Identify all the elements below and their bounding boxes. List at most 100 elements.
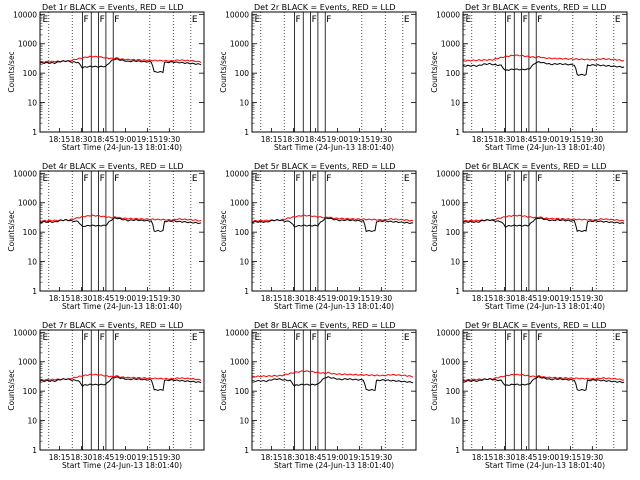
y-axis-label: Counts/sec: [7, 51, 16, 92]
y-tick-label: 1000: [18, 199, 37, 208]
series-lld-line: [462, 214, 625, 222]
plot-frame: [462, 329, 628, 451]
flag-label: E: [254, 15, 260, 25]
y-tick-label: 1000: [230, 358, 249, 367]
x-tick-label: 19:30: [371, 294, 393, 303]
y-tick-label: 1000: [441, 40, 460, 49]
y-tick-label: 10: [239, 258, 249, 267]
series-events-line: [39, 376, 202, 392]
y-tick-label: 10: [450, 258, 460, 267]
y-tick-label: 1000: [230, 40, 249, 49]
x-tick-label: 18:30: [71, 453, 93, 462]
x-tick-label: 18:15: [261, 453, 283, 462]
y-tick-label: 10000: [436, 10, 460, 19]
x-tick-label: 18:45: [93, 453, 115, 462]
x-tick-label: 19:30: [582, 294, 604, 303]
flag-label: E: [465, 333, 471, 343]
y-tick-label: 100: [446, 69, 461, 78]
y-axis-label: Counts/sec: [430, 51, 439, 92]
series-events-line: [462, 61, 625, 76]
y-tick-label: 10: [239, 417, 249, 426]
x-axis-label: Start Time (24-Jun-13 18:01:40): [485, 143, 605, 152]
flag-label: E: [465, 174, 471, 184]
x-tick-label: 18:45: [516, 294, 538, 303]
flag-label: E: [192, 333, 198, 343]
flag-label: F: [312, 15, 317, 25]
x-tick-label: 18:15: [49, 453, 71, 462]
y-tick-label: 10000: [13, 328, 37, 337]
flag-label: E: [615, 333, 621, 343]
series-events-line: [462, 217, 625, 233]
y-tick-label: 1: [455, 287, 460, 296]
panel-title: Det 1r BLACK = Events, RED = LLD: [42, 3, 184, 12]
flag-label: F: [326, 15, 331, 25]
x-axis-label: Start Time (24-Jun-13 18:01:40): [274, 143, 394, 152]
x-tick-label: 19:00: [115, 294, 137, 303]
y-tick-label: 1: [32, 446, 37, 455]
y-tick-label: 10: [27, 99, 37, 108]
flag-label: F: [83, 174, 88, 184]
x-axis-label: Start Time (24-Jun-13 18:01:40): [274, 461, 394, 470]
flag-label: E: [254, 333, 260, 343]
x-tick-label: 19:15: [137, 294, 159, 303]
x-tick-label: 18:30: [71, 294, 93, 303]
flag-label: F: [114, 174, 119, 184]
series-events-line: [462, 376, 625, 392]
y-tick-label: 100: [235, 228, 250, 237]
flag-label: F: [100, 174, 105, 184]
flag-label: F: [523, 15, 528, 25]
x-tick-label: 18:15: [472, 294, 494, 303]
x-tick-label: 19:00: [327, 294, 349, 303]
plot-frame: [39, 11, 205, 133]
flag-label: F: [114, 15, 119, 25]
y-tick-label: 10000: [436, 169, 460, 178]
x-tick-label: 19:00: [327, 453, 349, 462]
x-tick-label: 18:30: [283, 135, 305, 144]
flag-label: E: [42, 174, 48, 184]
y-axis-label: Counts/sec: [219, 210, 228, 251]
y-axis-label: Counts/sec: [430, 210, 439, 251]
flag-label: F: [295, 174, 300, 184]
y-tick-label: 1000: [18, 358, 37, 367]
series-events-line: [39, 217, 202, 232]
x-tick-label: 19:30: [159, 135, 181, 144]
plot-frame: [39, 329, 205, 451]
x-axis-label: Start Time (24-Jun-13 18:01:40): [485, 302, 605, 311]
flag-label: E: [404, 174, 410, 184]
x-tick-label: 18:45: [516, 453, 538, 462]
panel-title: Det 6r BLACK = Events, RED = LLD: [465, 162, 607, 171]
x-tick-label: 19:30: [371, 135, 393, 144]
flag-label: E: [465, 15, 471, 25]
y-tick-label: 100: [446, 387, 461, 396]
x-tick-label: 19:00: [538, 135, 560, 144]
plot-frame: [251, 11, 417, 133]
x-tick-label: 18:30: [283, 294, 305, 303]
y-axis-label: Counts/sec: [430, 369, 439, 410]
flag-label: F: [537, 333, 542, 343]
y-tick-label: 100: [446, 228, 461, 237]
x-tick-label: 18:30: [494, 453, 516, 462]
y-tick-label: 10000: [13, 169, 37, 178]
y-tick-label: 100: [235, 387, 250, 396]
panel-title: Det 9r BLACK = Events, RED = LLD: [465, 321, 607, 330]
flag-label: F: [506, 333, 511, 343]
flag-label: F: [312, 333, 317, 343]
x-axis-label: Start Time (24-Jun-13 18:01:40): [485, 461, 605, 470]
x-tick-label: 18:45: [305, 453, 327, 462]
x-tick-label: 19:15: [137, 453, 159, 462]
y-tick-label: 100: [23, 228, 38, 237]
flag-label: F: [295, 333, 300, 343]
x-tick-label: 18:45: [93, 135, 115, 144]
series-events-line: [251, 217, 414, 233]
x-tick-label: 19:30: [371, 453, 393, 462]
x-tick-label: 18:45: [305, 294, 327, 303]
flag-label: E: [192, 15, 198, 25]
y-tick-label: 100: [23, 69, 38, 78]
series-events-line: [251, 376, 414, 392]
x-tick-label: 18:30: [283, 453, 305, 462]
